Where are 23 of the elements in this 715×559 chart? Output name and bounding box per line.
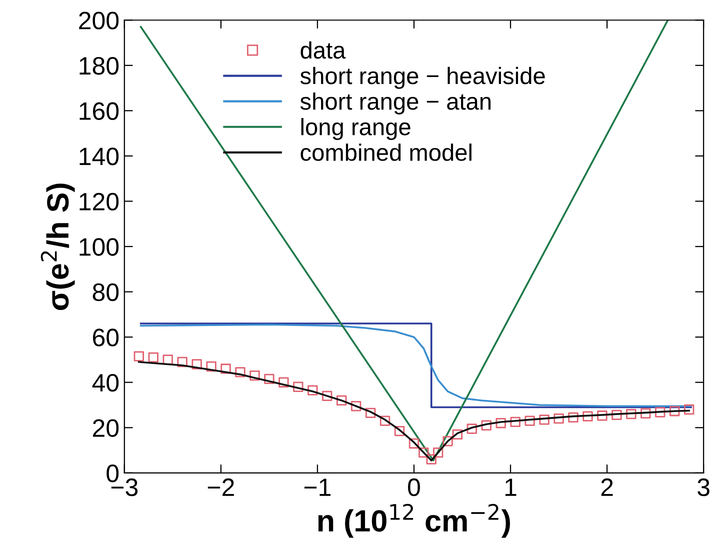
x-tick-label: 0 [408,478,420,496]
legend-label: data [300,41,346,59]
y-axis-title: σ(e$^{2}$/h S) [40,184,75,310]
y-tick-label: 120 [80,192,119,211]
legend-label: long range [301,118,410,140]
y-tick-label: 180 [80,57,119,75]
y-tick-label: 60 [93,328,119,346]
y-tick-label: 140 [80,148,119,166]
x-axis-title: n (10$^{12}$ cm$^{−2}$) [318,504,510,538]
y-tick-label: 80 [92,283,119,302]
y-tick-label: 20 [93,419,119,437]
legend-label: short range − atan [300,92,491,114]
x-tick-label: −1 [304,478,330,496]
legend-label: short range − heaviside [300,66,545,89]
x-tick-label: 1 [505,478,516,496]
x-tick-label: 3 [698,478,710,496]
x-tick-label: −2 [208,478,234,496]
y-tick-label: 100 [80,238,119,256]
x-tick-label: 2 [601,478,613,496]
y-tick-label: 40 [92,374,119,392]
legend-label: combined model [300,144,472,161]
y-tick-label: 200 [79,12,119,30]
y-tick-label: 160 [80,102,119,120]
